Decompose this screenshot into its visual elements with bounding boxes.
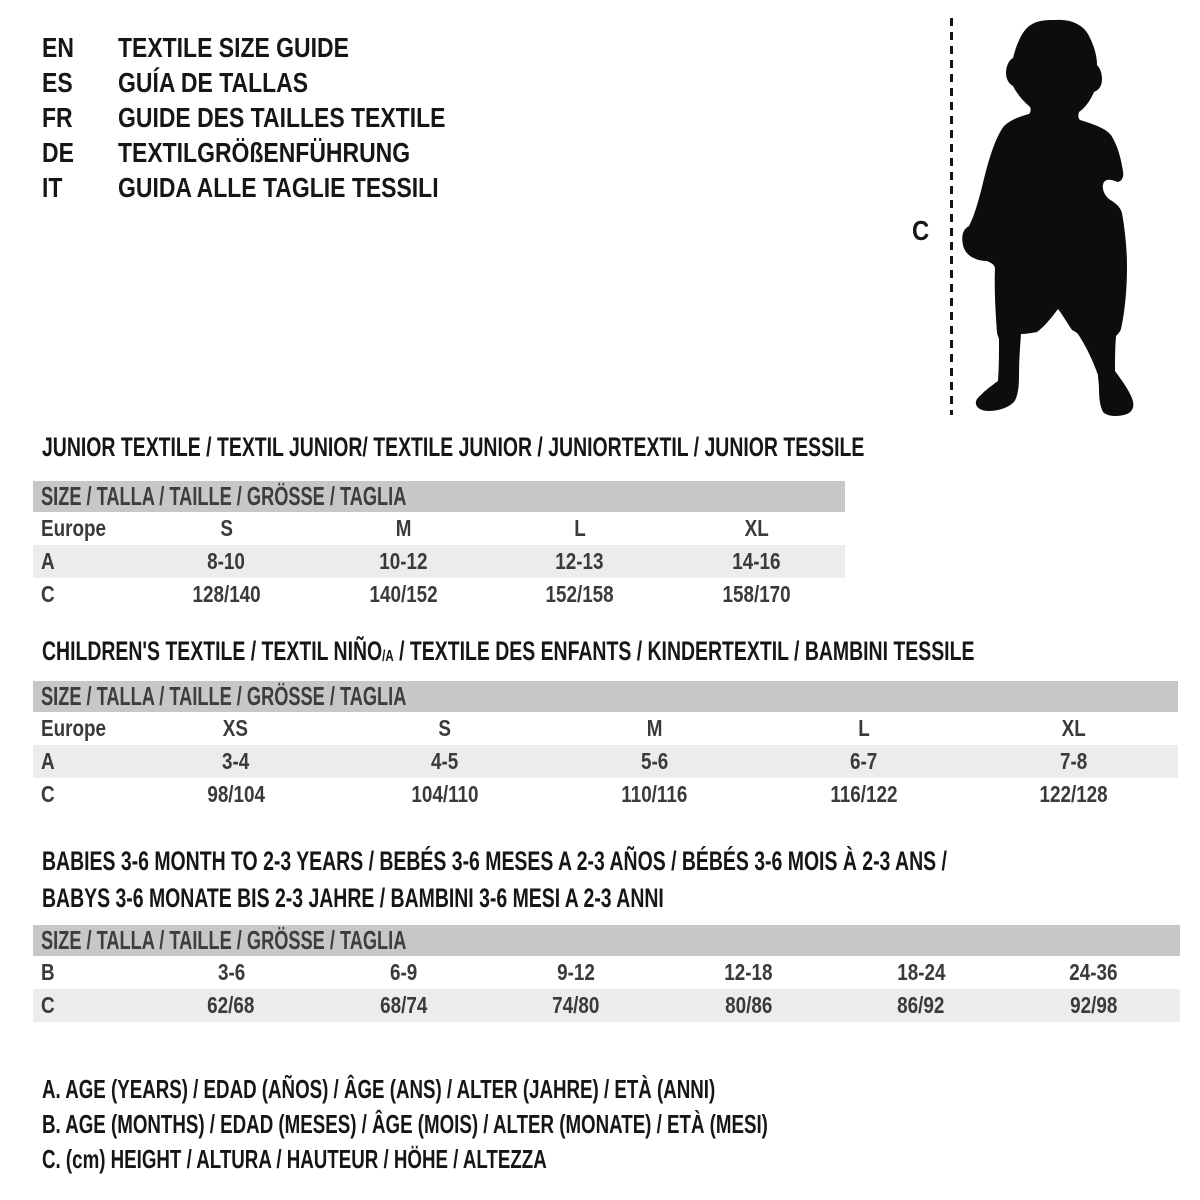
table-cell: 62/68 <box>207 992 255 1018</box>
table-cell: 110/116 <box>621 781 688 807</box>
table-row: C 62/68 68/74 74/80 80/86 86/92 92/98 <box>33 989 1180 1022</box>
height-measure-line <box>950 18 953 415</box>
height-measure-label: C <box>912 215 930 246</box>
language-list: EN TEXTILE SIZE GUIDE ES GUÍA DE TALLAS … <box>42 30 517 205</box>
table-row: A 8-10 10-12 12-13 14-16 <box>33 545 845 578</box>
table-cell: 80/86 <box>725 992 773 1018</box>
size-header-bar: SIZE / TALLA / TAILLE / GRÖSSE / TAGLIA <box>33 681 1178 712</box>
table-cell: 9-12 <box>557 959 596 985</box>
row-label-cell: C <box>41 581 55 607</box>
table-row: C 128/140 140/152 152/158 158/170 <box>33 578 845 611</box>
language-code: ES <box>42 67 73 98</box>
title-subscript: /A <box>382 648 394 665</box>
table-row: Europe XS S M L XL <box>33 712 1178 745</box>
row-label-cell: A <box>41 748 55 774</box>
children-table: SIZE / TALLA / TAILLE / GRÖSSE / TAGLIA … <box>33 681 1178 811</box>
table-cell: 3-6 <box>217 959 245 985</box>
table-cell: 140/152 <box>369 581 438 607</box>
table-cell: 18-24 <box>897 959 946 985</box>
table-cell: 8-10 <box>207 548 246 574</box>
row-label-cell: A <box>41 548 55 574</box>
list-item: IT GUIDA ALLE TAGLIE TESSILI <box>42 170 517 205</box>
language-code: DE <box>42 137 74 168</box>
babies-table: SIZE / TALLA / TAILLE / GRÖSSE / TAGLIA … <box>33 925 1180 1022</box>
table-cell: M <box>395 515 411 541</box>
table-cell: 86/92 <box>897 992 945 1018</box>
junior-table: SIZE / TALLA / TAILLE / GRÖSSE / TAGLIA … <box>33 481 845 611</box>
table-cell: 10-12 <box>378 548 428 574</box>
table-cell: M <box>646 715 663 741</box>
table-row: C 98/104 104/110 110/116 116/122 122/128 <box>33 778 1178 811</box>
list-item: DE TEXTILGRÖßENFÜHRUNG <box>42 135 517 170</box>
language-label: GUÍA DE TALLAS <box>118 67 309 98</box>
table-cell: S <box>438 715 452 741</box>
list-item: ES GUÍA DE TALLAS <box>42 65 517 100</box>
language-code: FR <box>42 102 73 133</box>
language-label: GUIDE DES TAILLES TEXTILE <box>118 102 446 133</box>
junior-table-title: JUNIOR TEXTILE / TEXTIL JUNIOR/ TEXTILE … <box>42 432 865 462</box>
size-header-bar: SIZE / TALLA / TAILLE / GRÖSSE / TAGLIA <box>33 481 845 512</box>
language-label: TEXTILE SIZE GUIDE <box>118 32 349 63</box>
table-cell: 3-4 <box>222 748 250 774</box>
measurement-legend: A. AGE (YEARS) / EDAD (AÑOS) / ÂGE (ANS)… <box>42 1072 1050 1177</box>
table-row: Europe S M L XL <box>33 512 845 545</box>
table-cell: 152/158 <box>545 581 614 607</box>
table-cell: 92/98 <box>1070 992 1118 1018</box>
language-code: IT <box>42 172 63 203</box>
row-label-cell: Europe <box>41 515 106 541</box>
table-cell: 4-5 <box>431 748 459 774</box>
table-cell: 12-13 <box>555 548 604 574</box>
size-header-bar: SIZE / TALLA / TAILLE / GRÖSSE / TAGLIA <box>33 925 1180 956</box>
row-label-cell: C <box>41 992 55 1018</box>
table-row: B 3-6 6-9 9-12 12-18 18-24 24-36 <box>33 956 1180 989</box>
list-item: FR GUIDE DES TAILLES TEXTILE <box>42 100 517 135</box>
babies-table-title: BABIES 3-6 MONTH TO 2-3 YEARS / BEBÉS 3-… <box>42 846 947 913</box>
row-label-cell: B <box>41 959 55 985</box>
legend-line-a: A. AGE (YEARS) / EDAD (AÑOS) / ÂGE (ANS)… <box>42 1074 716 1104</box>
table-cell: 68/74 <box>380 992 428 1018</box>
legend-line-b: B. AGE (MONTHS) / EDAD (MESES) / ÂGE (MO… <box>42 1109 768 1139</box>
language-label: TEXTILGRÖßENFÜHRUNG <box>118 137 411 168</box>
table-cell: 158/170 <box>722 581 791 607</box>
table-cell: 128/140 <box>192 581 261 607</box>
table-cell: 24-36 <box>1069 959 1118 985</box>
list-item: EN TEXTILE SIZE GUIDE <box>42 30 517 65</box>
row-label-cell: C <box>41 781 55 807</box>
toddler-silhouette <box>962 19 1134 417</box>
row-label-cell: Europe <box>41 715 106 741</box>
language-code: EN <box>42 32 74 63</box>
table-cell: 12-18 <box>724 959 773 985</box>
children-table-title: CHILDREN'S TEXTILE / TEXTIL NIÑO/A / TEX… <box>42 636 975 666</box>
table-cell: XS <box>223 715 249 741</box>
table-cell: XL <box>744 515 769 541</box>
table-cell: 116/122 <box>830 781 898 807</box>
table-cell: S <box>220 515 233 541</box>
table-cell: 7-8 <box>1059 748 1087 774</box>
table-cell: 104/110 <box>411 781 479 807</box>
table-cell: L <box>574 515 586 541</box>
table-cell: 98/104 <box>206 781 265 807</box>
table-cell: 6-9 <box>390 959 418 985</box>
table-cell: XL <box>1061 715 1086 741</box>
table-cell: 122/128 <box>1039 781 1108 807</box>
legend-line-c: C. (cm) HEIGHT / ALTURA / HAUTEUR / HÖHE… <box>42 1144 547 1174</box>
language-label: GUIDA ALLE TAGLIE TESSILI <box>118 172 439 203</box>
table-cell: 14-16 <box>732 548 781 574</box>
table-cell: L <box>858 715 870 741</box>
table-row: A 3-4 4-5 5-6 6-7 7-8 <box>33 745 1178 778</box>
table-cell: 6-7 <box>850 748 878 774</box>
table-cell: 74/80 <box>552 992 600 1018</box>
table-cell: 5-6 <box>640 748 669 774</box>
